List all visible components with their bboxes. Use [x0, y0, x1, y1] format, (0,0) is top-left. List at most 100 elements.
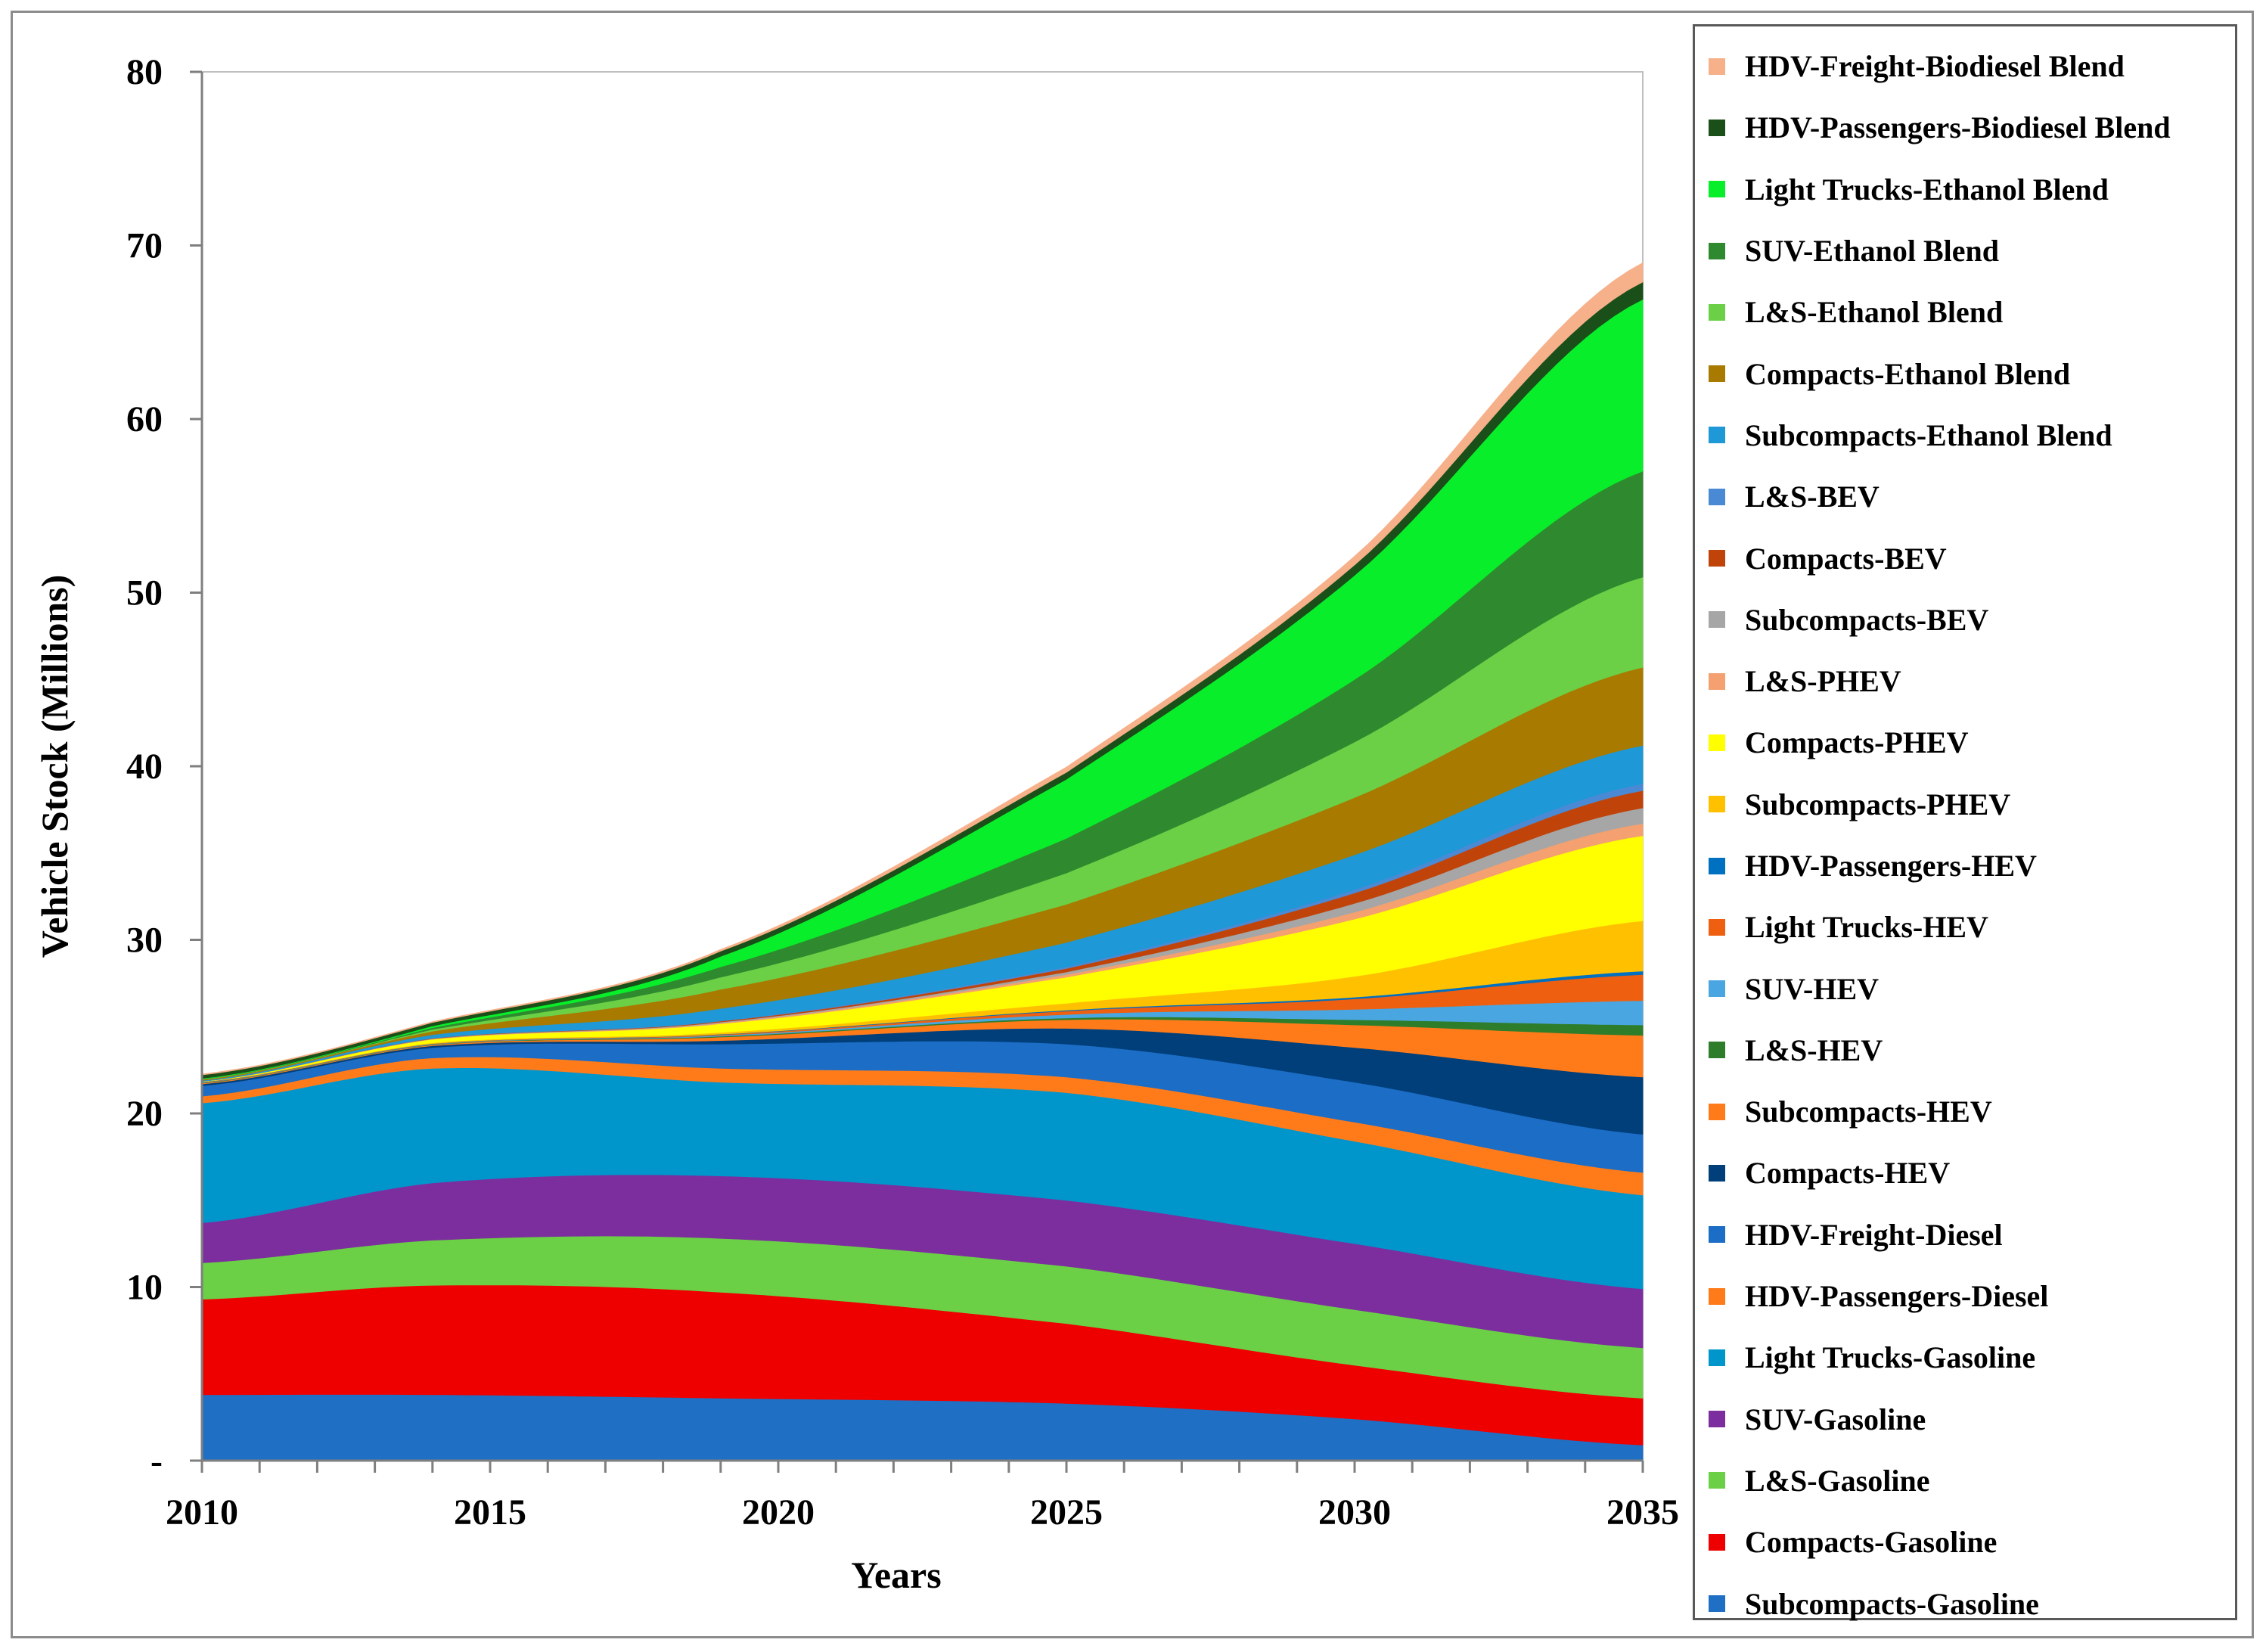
legend-label: Subcompacts-BEV — [1745, 602, 1989, 637]
legend-item-subcompacts-hev: Subcompacts-HEV — [1695, 1081, 2235, 1142]
legend-item-compacts-phev: Compacts-PHEV — [1695, 712, 2235, 773]
legend-swatch — [1709, 1349, 1725, 1366]
legend-swatch — [1709, 550, 1725, 567]
legend-item-light-trucks-ethanol-blend: Light Trucks-Ethanol Blend — [1695, 159, 2235, 220]
legend-label: Compacts-BEV — [1745, 541, 1947, 576]
area-series-group — [201, 262, 1644, 1461]
legend-swatch — [1709, 918, 1725, 936]
legend-item-subcompacts-ethanol-blend: Subcompacts-Ethanol Blend — [1695, 405, 2235, 466]
legend-label: Compacts-HEV — [1745, 1156, 1951, 1191]
legend-label: L&S-HEV — [1745, 1032, 1883, 1067]
legend-label: HDV-Freight-Biodiesel Blend — [1745, 49, 2125, 84]
x-tick-labels: 2010 2015 2020 2025 2030 2035 — [166, 1492, 1679, 1532]
legend-label: Subcompacts-HEV — [1745, 1095, 1992, 1129]
legend-swatch — [1709, 1595, 1725, 1613]
legend-item-compacts-gasoline: Compacts-Gasoline — [1695, 1511, 2235, 1573]
area-hdv-freight-biodiesel-blend — [201, 262, 1644, 1076]
legend-swatch — [1709, 242, 1725, 259]
legend-label: HDV-Passengers-HEV — [1745, 849, 2037, 883]
y-tick-label: 20 — [126, 1094, 163, 1134]
legend-swatch — [1709, 1226, 1725, 1244]
y-tick-label: 80 — [126, 52, 163, 92]
legend-label: Compacts-PHEV — [1745, 725, 1969, 760]
legend-swatch — [1709, 611, 1725, 629]
x-tick-label: 2015 — [454, 1492, 526, 1532]
x-tick-label: 2010 — [166, 1492, 238, 1532]
legend-item-suv-ethanol-blend: SUV-Ethanol Blend — [1695, 220, 2235, 281]
legend-swatch — [1709, 857, 1725, 874]
legend: HDV-Freight-Biodiesel Blend HDV-Passenger… — [1693, 24, 2237, 1621]
y-tick-label: 70 — [126, 226, 163, 266]
axes-group — [190, 70, 1644, 1473]
legend-item-lands-ethanol-blend: L&S-Ethanol Blend — [1695, 281, 2235, 343]
legend-label: Subcompacts-PHEV — [1745, 787, 2011, 821]
y-tick-label: 40 — [126, 747, 163, 787]
legend-item-hdv-freight-biodiesel-blend: HDV-Freight-Biodiesel Blend — [1695, 36, 2235, 97]
legend-item-suv-hev: SUV-HEV — [1695, 958, 2235, 1019]
legend-swatch — [1709, 1411, 1725, 1428]
legend-item-hdv-passengers-diesel: HDV-Passengers-Diesel — [1695, 1265, 2235, 1327]
legend-label: L&S-PHEV — [1745, 664, 1901, 699]
legend-swatch — [1709, 734, 1725, 751]
legend-item-lands-bev: L&S-BEV — [1695, 466, 2235, 527]
legend-item-lands-phev: L&S-PHEV — [1695, 651, 2235, 712]
legend-item-subcompacts-gasoline: Subcompacts-Gasoline — [1695, 1573, 2235, 1634]
legend-label: Compacts-Gasoline — [1745, 1525, 1997, 1560]
y-tick-label: 30 — [126, 921, 163, 961]
legend-item-light-trucks-gasoline: Light Trucks-Gasoline — [1695, 1327, 2235, 1388]
chart-frame: 2010 2015 2020 2025 2030 2035 -10 20 30 40 50 60 70… — [11, 11, 2254, 1638]
y-tick-label: 60 — [126, 399, 163, 439]
legend-swatch — [1709, 796, 1725, 813]
legend-swatch — [1709, 1287, 1725, 1305]
legend-label: Light Trucks-HEV — [1745, 910, 1988, 945]
legend-swatch — [1709, 1103, 1725, 1120]
legend-item-compacts-hev: Compacts-HEV — [1695, 1142, 2235, 1203]
legend-swatch — [1709, 427, 1725, 444]
legend-item-hdv-passengers-biodiesel-blend: HDV-Passengers-Biodiesel Blend — [1695, 97, 2235, 158]
legend-label: HDV-Passengers-Diesel — [1745, 1279, 2049, 1314]
x-tick-label: 2020 — [742, 1492, 815, 1532]
legend-label: Subcompacts-Gasoline — [1745, 1586, 2039, 1621]
legend-swatch — [1709, 181, 1725, 198]
x-tick-label: 2035 — [1606, 1492, 1679, 1532]
legend-label: Light Trucks-Ethanol Blend — [1745, 172, 2109, 206]
legend-swatch — [1709, 1472, 1725, 1489]
legend-swatch — [1709, 1164, 1725, 1182]
x-tick-label: 2025 — [1030, 1492, 1103, 1532]
y-tick-label: 10 — [126, 1268, 163, 1308]
legend-swatch — [1709, 303, 1725, 321]
legend-swatch — [1709, 119, 1725, 136]
y-tick-label: - — [151, 1441, 163, 1481]
legend-item-subcompacts-bev: Subcompacts-BEV — [1695, 589, 2235, 651]
legend-label: L&S-BEV — [1745, 480, 1880, 514]
legend-item-lands-hev: L&S-HEV — [1695, 1020, 2235, 1081]
legend-item-suv-gasoline: SUV-Gasoline — [1695, 1389, 2235, 1450]
legend-item-compacts-bev: Compacts-BEV — [1695, 527, 2235, 588]
stacked-area-chart: 2010 2015 2020 2025 2030 2035 -10203040506070… — [33, 52, 1679, 1596]
legend-label: SUV-Gasoline — [1745, 1402, 1926, 1436]
legend-item-hdv-freight-diesel: HDV-Freight-Diesel — [1695, 1204, 2235, 1265]
legend-swatch — [1709, 365, 1725, 383]
legend-label: SUV-HEV — [1745, 971, 1880, 1006]
y-tick-labels: - 10 20 30 40 50 60 70 80 — [126, 52, 163, 1481]
legend-label: Subcompacts-Ethanol Blend — [1745, 418, 2112, 452]
x-tick-label: 2030 — [1318, 1492, 1391, 1532]
legend-item-light-trucks-hev: Light Trucks-HEV — [1695, 896, 2235, 958]
legend-swatch — [1709, 672, 1725, 690]
legend-label: SUV-Ethanol Blend — [1745, 234, 2000, 269]
y-axis-title: Vehicle Stock (Millions) — [33, 575, 76, 958]
legend-label: L&S-Gasoline — [1745, 1463, 1930, 1498]
legend-swatch — [1709, 488, 1725, 505]
legend-item-hdv-passengers-hev: HDV-Passengers-HEV — [1695, 835, 2235, 896]
legend-swatch — [1709, 980, 1725, 998]
legend-swatch — [1709, 1533, 1725, 1551]
legend-label: L&S-Ethanol Blend — [1745, 295, 2004, 330]
legend-item-compacts-ethanol-blend: Compacts-Ethanol Blend — [1695, 343, 2235, 404]
x-axis-title: Years — [851, 1554, 941, 1596]
legend-item-subcompacts-phev: Subcompacts-PHEV — [1695, 774, 2235, 835]
legend-label: HDV-Freight-Diesel — [1745, 1217, 2003, 1252]
legend-swatch — [1709, 1042, 1725, 1059]
legend-item-lands-gasoline: L&S-Gasoline — [1695, 1450, 2235, 1511]
legend-label: Compacts-Ethanol Blend — [1745, 356, 2071, 391]
legend-label: Light Trucks-Gasoline — [1745, 1340, 2036, 1375]
